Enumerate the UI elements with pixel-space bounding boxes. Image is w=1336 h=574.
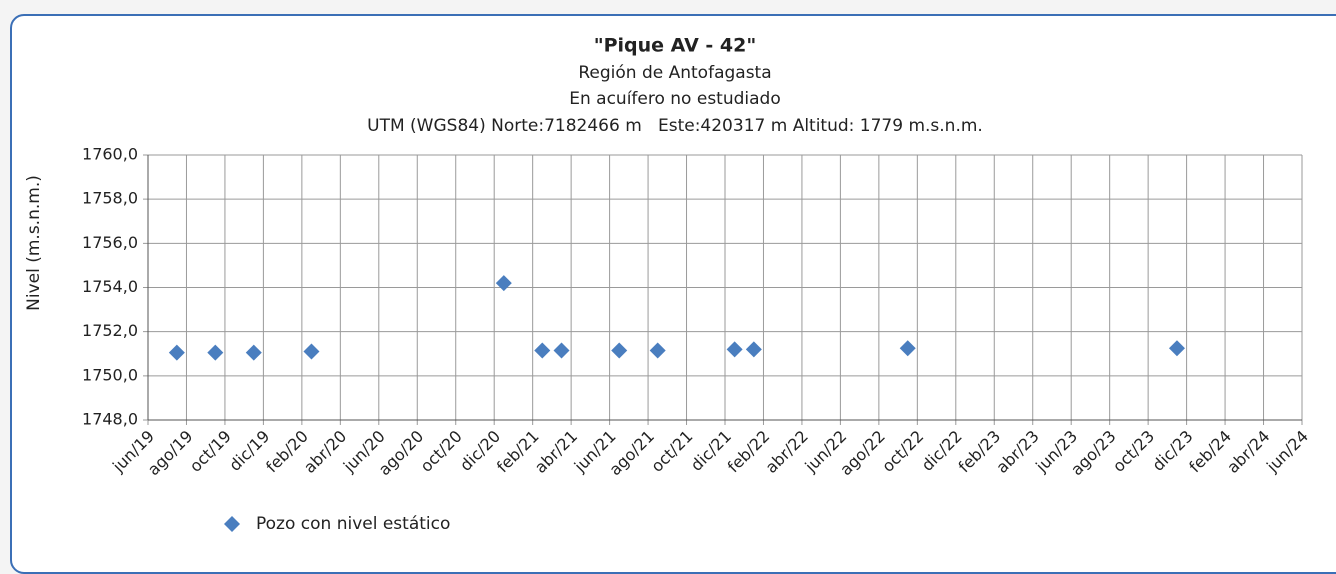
x-tick-label: abr/21 <box>531 427 581 477</box>
x-tick-label: oct/21 <box>647 427 696 476</box>
point <box>1168 340 1185 357</box>
subtitle: UTM (WGS84) Norte:7182466 m Este:420317 … <box>367 116 983 136</box>
subtitle: Región de Antofagasta <box>578 63 771 83</box>
point <box>534 342 551 359</box>
point <box>207 344 224 361</box>
x-tick-label: oct/23 <box>1109 427 1158 476</box>
y-tick-label: 1756,0 <box>82 233 138 252</box>
x-tick-label: oct/20 <box>417 427 466 476</box>
legend-label: Pozo con nivel estático <box>256 514 450 534</box>
point <box>745 341 762 358</box>
y-tick-label: 1760,0 <box>82 145 138 164</box>
legend-marker <box>224 516 240 532</box>
point <box>611 342 628 359</box>
x-tick-label: abr/23 <box>992 427 1042 477</box>
x-tick-label: abr/20 <box>300 427 350 477</box>
x-tick-label: oct/19 <box>186 427 235 476</box>
chart-title: "Pique AV - 42" <box>594 35 757 57</box>
y-axis-label: Nivel (m.s.n.m.) <box>24 175 44 311</box>
subtitle: En acuífero no estudiado <box>569 89 781 109</box>
point <box>649 342 666 359</box>
x-tick-label: abr/22 <box>762 427 812 477</box>
point <box>553 342 570 359</box>
point <box>168 344 185 361</box>
y-tick-label: 1754,0 <box>82 277 138 296</box>
point <box>245 344 262 361</box>
point <box>726 341 743 358</box>
point <box>495 275 512 292</box>
page: {"chart_data": { "type": "scatter", "tit… <box>10 14 1336 574</box>
x-tick-label: jun/24 <box>1262 427 1312 477</box>
chart: "Pique AV - 42" Región de Antofagasta En… <box>24 35 1312 535</box>
point <box>899 340 916 357</box>
y-tick-label: 1748,0 <box>82 410 138 429</box>
y-tick-label: 1758,0 <box>82 189 138 208</box>
y-tick-label: 1752,0 <box>82 321 138 340</box>
x-tick-label: abr/24 <box>1223 427 1273 477</box>
chart-frame <box>10 14 1336 574</box>
x-tick-label: oct/22 <box>878 427 927 476</box>
point <box>303 343 320 360</box>
y-tick-label: 1750,0 <box>82 365 138 384</box>
